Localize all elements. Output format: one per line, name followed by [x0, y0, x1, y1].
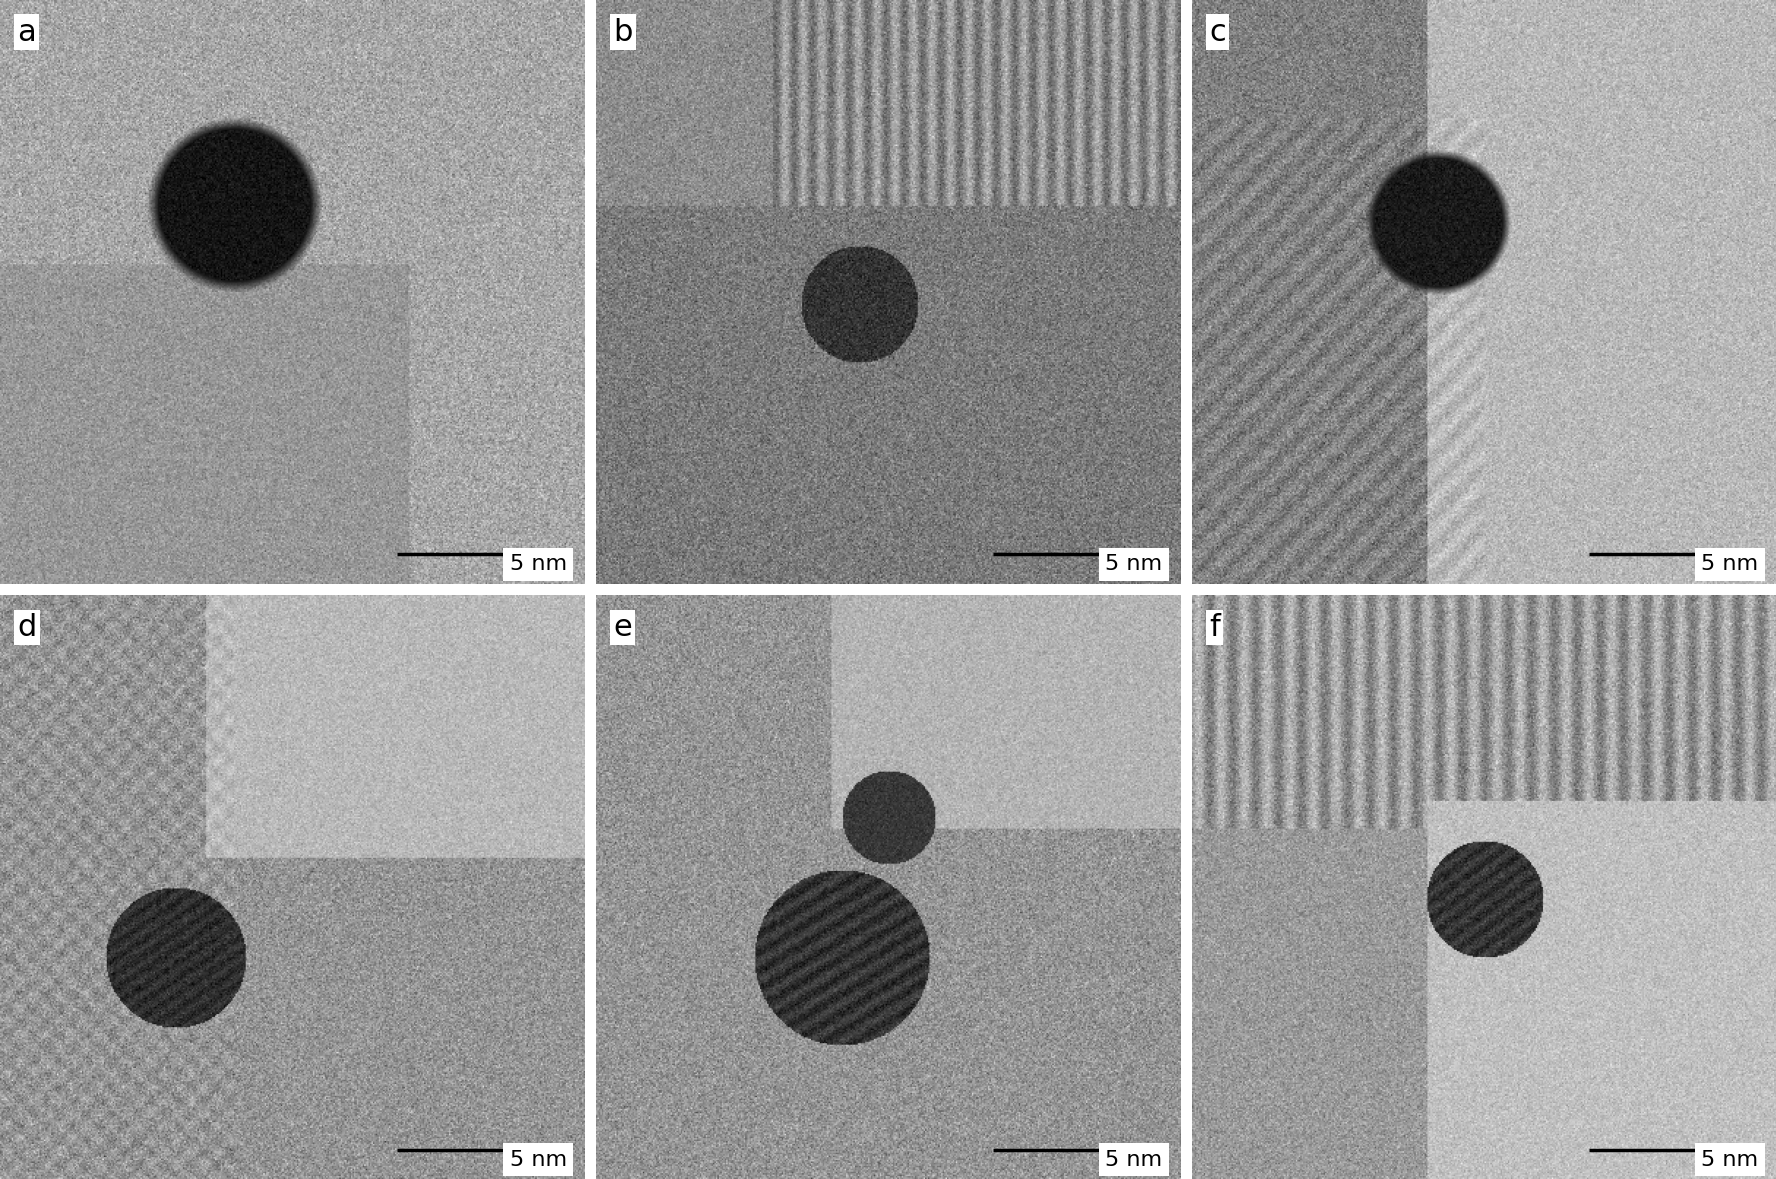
Text: 5 nm: 5 nm	[1105, 1150, 1163, 1170]
Text: d: d	[18, 613, 37, 641]
Text: f: f	[1209, 613, 1220, 641]
Text: 5 nm: 5 nm	[1701, 1150, 1758, 1170]
Text: 5 nm: 5 nm	[510, 1150, 567, 1170]
Text: e: e	[613, 613, 632, 641]
Text: b: b	[613, 18, 632, 46]
Text: c: c	[1209, 18, 1225, 46]
Text: 5 nm: 5 nm	[1701, 554, 1758, 574]
Text: a: a	[18, 18, 36, 46]
Text: 5 nm: 5 nm	[1105, 554, 1163, 574]
Text: 5 nm: 5 nm	[510, 554, 567, 574]
